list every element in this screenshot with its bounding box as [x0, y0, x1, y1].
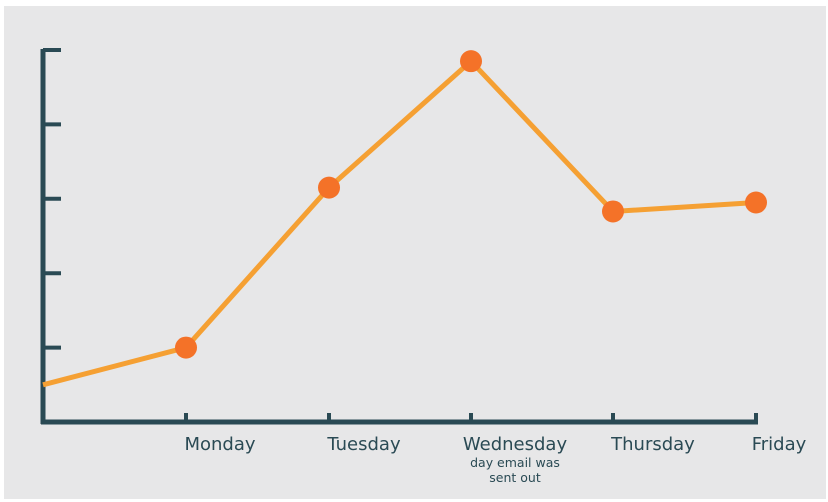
x-tick-label-tuesday: Tuesday — [326, 434, 401, 455]
data-point-monday — [175, 336, 197, 359]
labels-layer: Monday Tuesday Wednesday Thursday Friday day … — [184, 434, 806, 485]
annotation-line-2: sent out — [489, 470, 541, 485]
series-line — [42, 58, 757, 388]
axes — [40, 48, 758, 425]
x-tick-label-thursday: Thursday — [610, 434, 695, 455]
data-point-friday — [745, 191, 767, 214]
x-tick-label-wednesday: Wednesday — [463, 434, 568, 455]
series-layer — [42, 50, 767, 388]
data-point-tuesday — [318, 176, 340, 199]
data-point-wednesday — [460, 50, 482, 73]
annotation-line-1: day email was — [470, 455, 560, 470]
data-point-thursday — [602, 200, 624, 223]
chart-panel — [4, 6, 826, 499]
x-tick-label-friday: Friday — [752, 434, 807, 455]
x-tick-label-monday: Monday — [184, 434, 255, 455]
